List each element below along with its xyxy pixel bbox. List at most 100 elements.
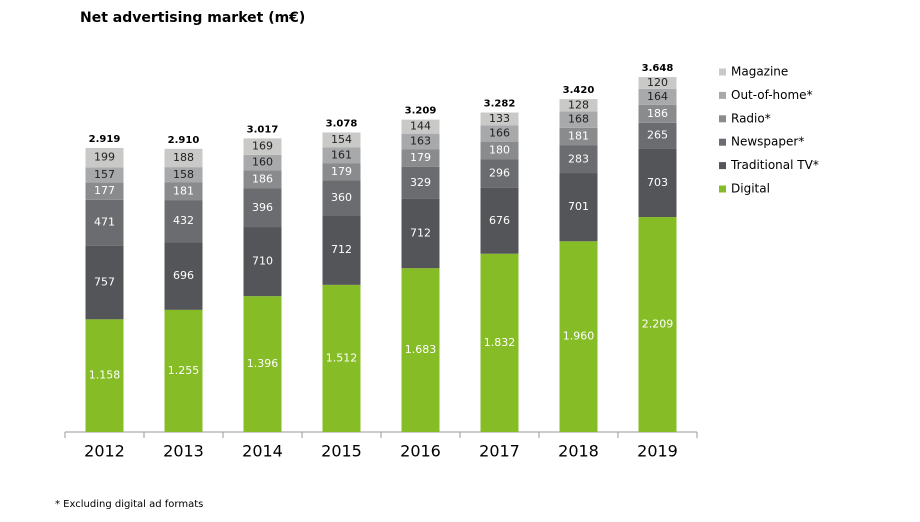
value-label: 757 [94,275,115,288]
value-label: 329 [410,176,431,189]
bar-segment [480,253,519,432]
bar-segment [559,127,598,146]
chart-title: Net advertising market (m€) [80,10,305,26]
value-label: 160 [252,156,273,169]
value-label: 166 [489,127,510,140]
value-label: 432 [173,214,194,227]
value-label: 179 [410,151,431,164]
legend-label: Magazine [731,65,788,79]
value-label: 703 [647,176,668,189]
x-tick-label: 2016 [400,442,441,461]
legend-swatch [719,115,726,123]
x-tick-label: 2015 [321,442,362,461]
bar-segment [243,170,282,189]
value-label: 1.512 [326,351,358,364]
value-label: 701 [568,200,589,213]
value-label: 163 [410,135,431,148]
bar-segment [638,217,677,432]
bar-segment [322,132,361,148]
bar-segment [243,154,282,171]
bar-segment [322,147,361,164]
value-label: 696 [173,269,194,282]
legend-swatch [719,68,726,76]
legend-label: Traditional TV* [730,158,819,172]
x-tick-label: 2018 [558,442,599,461]
x-tick-label: 2013 [163,442,204,461]
total-label: 3.078 [326,118,358,129]
value-label: 164 [647,90,668,103]
bar-segment [85,167,124,183]
value-label: 181 [568,130,589,143]
footnote: * Excluding digital ad formats [55,499,203,510]
bar-segment [85,199,124,246]
value-label: 471 [94,216,115,229]
bar-segment [85,147,124,168]
bar-segment [243,188,282,228]
total-label: 3.282 [484,99,516,110]
bar-segment [164,200,203,243]
value-label: 710 [252,255,273,268]
bar-segment [401,268,440,432]
value-label: 133 [489,112,510,125]
value-label: 1.396 [247,357,279,370]
legend-swatch [719,91,726,99]
value-label: 712 [410,227,431,240]
bar-segment [480,141,519,160]
bar-segment [322,215,361,285]
value-label: 712 [331,243,352,256]
value-label: 169 [252,140,273,153]
bar-segment [480,187,519,254]
bar-segment [164,182,203,201]
x-tick-label: 2019 [637,442,678,461]
value-label: 199 [94,151,115,164]
bar-segment [243,296,282,432]
total-label: 3.017 [247,124,279,135]
value-label: 128 [568,98,589,111]
value-label: 157 [94,168,115,181]
bar-segment [559,145,598,174]
bar-segment [638,88,677,105]
value-label: 265 [647,129,668,142]
value-label: 2.209 [642,318,674,331]
value-label: 1.832 [484,336,516,349]
value-label: 177 [94,184,115,197]
bar-segment [243,227,282,297]
bar-segment [638,104,677,123]
bar-segment [638,148,677,218]
value-label: 1.683 [405,343,437,356]
bar-segment [559,241,598,432]
value-label: 186 [252,172,273,185]
total-label: 3.420 [563,85,595,96]
x-tick-label: 2017 [479,442,520,461]
bar-segment [480,159,519,188]
total-label: 3.209 [405,106,437,117]
bar-segment [559,111,598,128]
value-label: 181 [173,184,194,197]
bar-segment [164,242,203,310]
value-label: 120 [647,76,668,89]
value-label: 1.158 [89,369,121,382]
bar-segment [322,180,361,216]
value-label: 396 [252,201,273,214]
value-label: 186 [647,107,668,120]
value-label: 188 [173,151,194,164]
bar-segment [401,149,440,167]
bar-segment [164,148,203,168]
bar-segment [85,182,124,200]
legend-label: Newspaper* [731,135,804,149]
value-label: 360 [331,191,352,204]
legend-swatch [719,138,726,146]
bar-segment [638,122,677,149]
bar-segment [164,167,203,183]
bar-segment [559,99,598,112]
value-label: 161 [331,148,352,161]
bar-segment [322,284,361,432]
value-label: 180 [489,143,510,156]
bar-segment [401,166,440,199]
bar-segment [559,173,598,242]
value-label: 283 [568,152,589,165]
legend-label: Digital [731,182,770,196]
x-tick-label: 2012 [84,442,125,461]
legend-label: Radio* [731,111,771,125]
